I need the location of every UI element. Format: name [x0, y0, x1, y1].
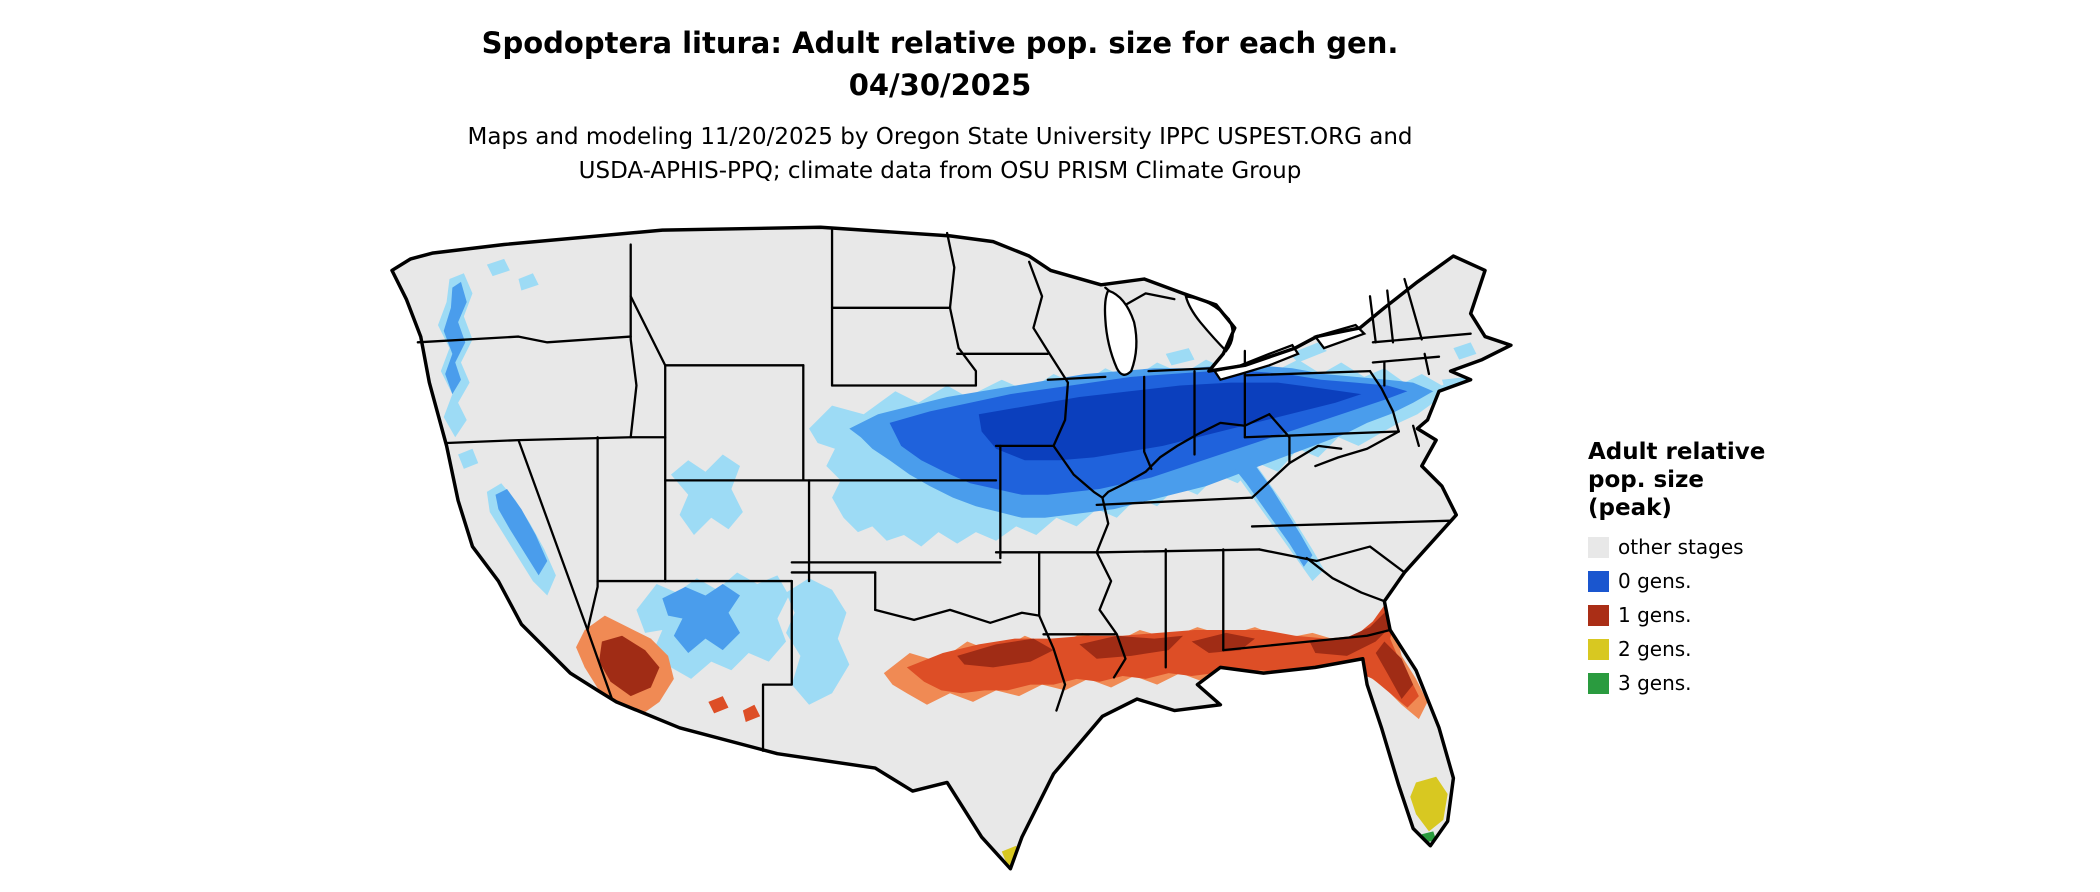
us-generation-map	[390, 225, 1513, 871]
legend-item-label: 0 gens.	[1618, 568, 1692, 593]
legend-swatch-other-stages	[1588, 536, 1609, 558]
legend-swatch-3-gens	[1588, 672, 1609, 694]
legend-item: 0 gens.	[1588, 568, 1888, 594]
legend-items: other stages 0 gens. 1 gens. 2 gens. 3 g…	[1588, 534, 1888, 696]
legend-swatch-1-gens	[1588, 604, 1609, 626]
map-title-line1: Spodoptera litura: Adult relative pop. s…	[481, 26, 1399, 60]
legend-item-label: 2 gens.	[1618, 636, 1692, 661]
map-title-date: 04/30/2025	[848, 68, 1032, 102]
legend-item-label: 1 gens.	[1618, 602, 1692, 627]
legend-swatch-2-gens	[1588, 638, 1609, 660]
legend-title-line3: (peak)	[1588, 495, 1672, 521]
great-lakes	[1103, 289, 1367, 382]
map-credits-line1: Maps and modeling 11/20/2025 by Oregon S…	[467, 124, 1413, 150]
legend-item-label: other stages	[1618, 534, 1744, 559]
legend-title-line1: Adult relative	[1588, 439, 1766, 465]
map-credits: Maps and modeling 11/20/2025 by Oregon S…	[0, 120, 1880, 188]
us-landmass	[391, 227, 1511, 869]
map-title: Spodoptera litura: Adult relative pop. s…	[0, 22, 1880, 106]
us-map-container	[330, 210, 1570, 886]
legend-item: 3 gens.	[1588, 670, 1888, 696]
state-borders	[416, 228, 1472, 752]
gens2-overlay	[1001, 776, 1448, 866]
legend-title-line2: pop. size	[1588, 467, 1705, 493]
legend: Adult relative pop. size (peak) other st…	[1588, 438, 1888, 704]
legend-item: 2 gens.	[1588, 636, 1888, 662]
map-credits-line2: USDA-APHIS-PPQ; climate data from OSU PR…	[578, 158, 1302, 184]
us-national-outline	[390, 225, 1513, 871]
legend-item: 1 gens.	[1588, 602, 1888, 628]
legend-swatch-0-gens	[1588, 570, 1609, 592]
legend-item-label: 3 gens.	[1618, 670, 1692, 695]
legend-item: other stages	[1588, 534, 1888, 560]
